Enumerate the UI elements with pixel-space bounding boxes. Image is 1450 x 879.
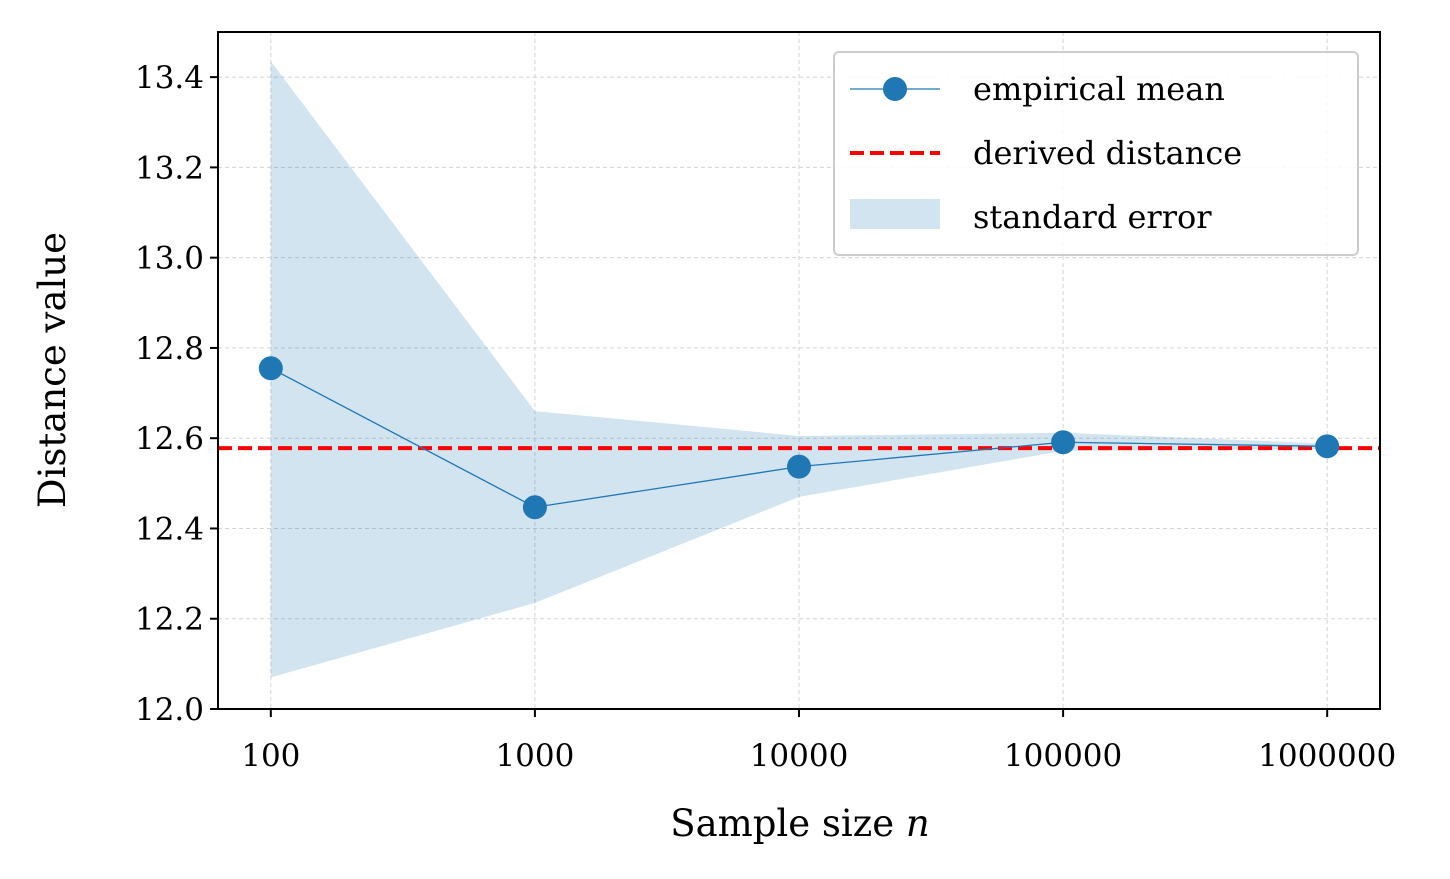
legend-band-swatch <box>850 199 940 229</box>
legend-label-derived-distance: derived distance <box>973 134 1242 172</box>
x-tick-label: 1000 <box>495 738 574 774</box>
legend-marker-swatch <box>883 77 907 101</box>
y-axis-ticks: 12.0 12.2 12.4 12.6 12.8 13.0 13.2 13.4 <box>135 60 218 728</box>
x-tick-label: 100 <box>241 738 300 774</box>
standard-error-band-group <box>270 61 1328 678</box>
empirical-mean-point <box>258 356 283 381</box>
x-axis-label: Sample size n <box>670 802 930 845</box>
legend-box <box>833 51 1359 256</box>
y-tick-label: 13.0 <box>135 241 204 277</box>
legend-label-standard-error: standard error <box>973 198 1212 236</box>
legend: empirical mean derived distance standard… <box>833 51 1359 256</box>
x-axis-ticks: 100 1000 10000 100000 1000000 <box>241 709 1396 774</box>
y-tick-label: 13.2 <box>135 150 204 186</box>
y-tick-label: 12.2 <box>135 602 204 638</box>
empirical-mean-point <box>522 495 547 520</box>
x-tick-label: 100000 <box>1004 738 1122 774</box>
y-tick-label: 12.4 <box>135 511 204 547</box>
y-tick-label: 12.6 <box>135 421 204 457</box>
standard-error-band <box>270 61 1328 678</box>
empirical-mean-point <box>1315 434 1340 459</box>
y-tick-label: 12.0 <box>135 692 204 728</box>
x-tick-label: 1000000 <box>1258 738 1396 774</box>
empirical-mean-point <box>787 454 811 479</box>
y-tick-label: 12.8 <box>135 331 204 367</box>
y-axis-label: Distance value <box>31 232 74 508</box>
y-tick-label: 13.4 <box>135 60 204 96</box>
x-tick-label: 10000 <box>750 738 849 774</box>
legend-label-empirical-mean: empirical mean <box>973 70 1225 108</box>
legend-item-derived-distance: derived distance <box>850 134 1242 172</box>
empirical-mean-point <box>1051 430 1076 455</box>
empirical-mean-group <box>258 356 1340 520</box>
legend-item-empirical-mean: empirical mean <box>850 70 1225 108</box>
legend-item-standard-error: standard error <box>850 198 1212 236</box>
